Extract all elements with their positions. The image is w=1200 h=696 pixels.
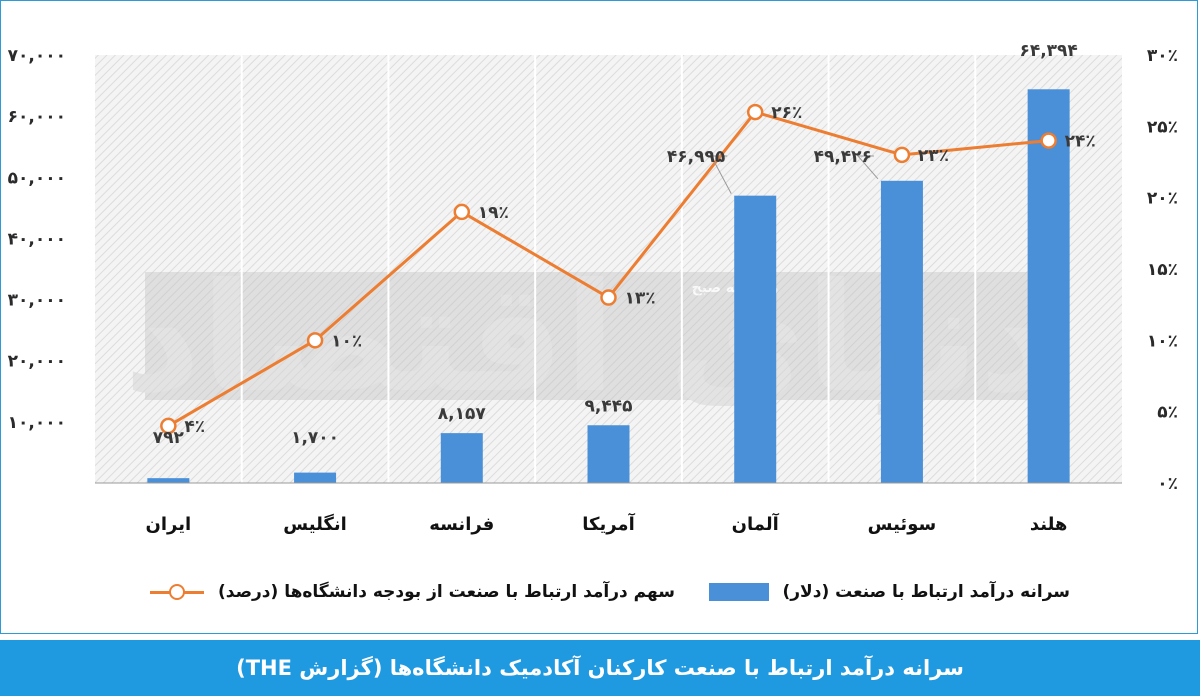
plot-area <box>95 55 1122 483</box>
x-category-label: هلند <box>1030 514 1068 535</box>
line-value-label-4: ۱۳٪ <box>625 289 656 309</box>
bar-value-label-4: ۹,۴۴۵ <box>585 396 633 416</box>
x-category-label: آلمان <box>732 512 780 535</box>
y-left-tick-label: ۱۰,۰۰۰ <box>8 413 66 433</box>
legend-item-bar: سرانه درآمد ارتباط با صنعت (دلار) <box>708 582 1071 602</box>
footer-title: سرانه درآمد ارتباط با صنعت کارکنان آکادم… <box>236 656 964 680</box>
x-category-label: انگلیس <box>283 513 347 535</box>
y-left-tick-label: ۴۰,۰۰۰ <box>8 229 66 249</box>
y-right-tick-label: ۵٪ <box>1157 403 1178 423</box>
plot-background <box>95 55 1122 483</box>
x-category-label: فرانسه <box>429 514 494 535</box>
bar-7 <box>1027 89 1070 484</box>
bar-6 <box>880 180 923 483</box>
bar-label-leader-6 <box>856 155 879 180</box>
chart-svg: دنیای اقتصاد روزنامه صبح ۷۹۲۱,۷۰۰۸,۱۵۷۹,… <box>8 41 1178 535</box>
legend-item-line: سهم درآمد ارتباط با صنعت از بودجه دانشگا… <box>150 582 675 602</box>
legend-bar-label: سرانه درآمد ارتباط با صنعت (دلار) <box>782 582 1071 602</box>
line-value-label-5: ۲۶٪ <box>771 103 802 123</box>
x-category-label: سوئیس <box>868 514 937 535</box>
line-marker-5 <box>746 103 764 121</box>
x-category-label: آمریکا <box>582 512 635 535</box>
line-value-label-3: ۱۹٪ <box>478 203 509 223</box>
bar-value-label-6: ۴۹,۴۲۶ <box>814 147 872 167</box>
bar-value-label-1: ۷۹۲ <box>153 428 185 448</box>
bar-value-label-2: ۱,۷۰۰ <box>291 428 339 448</box>
bar-label-leader-5 <box>710 155 732 194</box>
line-value-label-1: ۴٪ <box>184 417 205 437</box>
legend-bar-swatch <box>708 583 769 601</box>
legend-line-label: سهم درآمد ارتباط با صنعت از بودجه دانشگا… <box>218 582 675 602</box>
y-right-tick-label: ۲۰٪ <box>1147 189 1178 209</box>
y-left-tick-label: ۷۰,۰۰۰ <box>8 46 66 66</box>
line-value-label-6: ۲۳٪ <box>918 146 949 166</box>
y-left-tick-label: ۶۰,۰۰۰ <box>8 107 66 127</box>
bar-value-label-7: ۶۴,۳۹۴ <box>1019 41 1077 61</box>
line-marker-4 <box>600 289 617 306</box>
line-marker-6 <box>893 146 911 164</box>
bar-1 <box>147 478 190 483</box>
line-value-label-2: ۱۰٪ <box>331 331 362 351</box>
legend: سرانه درآمد ارتباط با صنعت (دلار) سهم در… <box>150 575 1070 609</box>
y-left-tick-label: ۳۰,۰۰۰ <box>8 291 66 311</box>
y-right-tick-label: ۳۰٪ <box>1147 46 1178 66</box>
bar-2 <box>294 472 337 483</box>
line-marker-7 <box>1040 132 1057 149</box>
y-left-tick-label: ۲۰,۰۰۰ <box>8 352 66 372</box>
bar-value-label-3: ۸,۱۵۷ <box>438 404 487 424</box>
bar-value-label-5: ۴۶,۹۹۵ <box>667 147 725 167</box>
y-right-tick-label: ۰٪ <box>1157 474 1178 494</box>
line-marker-1 <box>160 417 177 435</box>
bar-5 <box>734 195 777 483</box>
y-left-tick-label: ۵۰,۰۰۰ <box>8 168 66 188</box>
x-category-label: ایران <box>146 514 192 535</box>
footer-title-bar: سرانه درآمد ارتباط با صنعت کارکنان آکادم… <box>0 640 1200 696</box>
y-right-tick-label: ۱۵٪ <box>1147 260 1178 280</box>
bar-3 <box>440 433 483 483</box>
y-right-tick-label: ۲۵٪ <box>1147 117 1178 137</box>
line-marker-3 <box>453 203 471 221</box>
bar-4 <box>587 425 630 483</box>
legend-line-swatch <box>150 583 204 601</box>
y-right-tick-label: ۱۰٪ <box>1147 331 1178 351</box>
category-dividers <box>240 55 977 483</box>
line-marker-2 <box>306 332 324 349</box>
line-value-label-7: ۲۴٪ <box>1065 132 1096 152</box>
